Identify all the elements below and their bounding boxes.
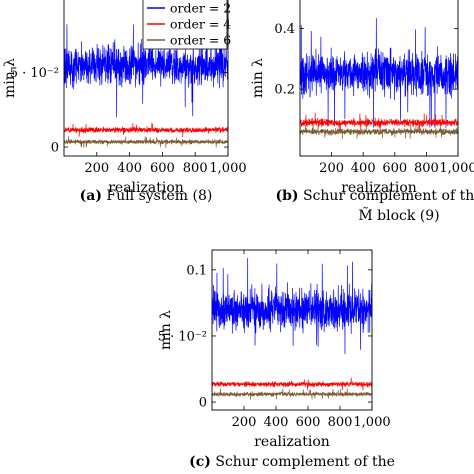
x-tick-label: 200 xyxy=(319,161,344,176)
caption-tag: (a) xyxy=(80,188,102,204)
series-line-order-2 xyxy=(300,18,458,128)
y-tick-label: 0.2 xyxy=(274,83,295,98)
x-axis-label: realization xyxy=(254,434,330,450)
x-tick-label: 800 xyxy=(183,161,208,176)
caption-tag: (c) xyxy=(189,454,211,470)
series-line-order-2 xyxy=(64,19,228,118)
series-line-order-6 xyxy=(212,388,372,400)
y-axis-label: min λ xyxy=(2,58,18,98)
y-tick-label: 5 · 10⁻² xyxy=(158,329,207,344)
x-tick-label: 400 xyxy=(351,161,376,176)
caption-text: Full system (8) xyxy=(102,188,212,204)
chart-panel-a: 200 400 600 800 1,000 0 5 · 10⁻² realization min… xyxy=(2,0,247,204)
caption-text: Schur complement of the xyxy=(211,454,395,470)
y-tick-label: 0 xyxy=(51,141,59,156)
plot-frame xyxy=(63,0,229,157)
legend-label: order = 4 xyxy=(170,17,231,32)
plot-frame xyxy=(299,0,459,157)
x-axis-label: realization xyxy=(108,180,184,196)
caption-line: M̃ block (9) xyxy=(358,206,439,224)
series-line-order-4 xyxy=(300,112,458,133)
x-tick-label: 600 xyxy=(296,415,321,430)
legend-label: order = 6 xyxy=(170,33,231,48)
x-tick-label: 1,000 xyxy=(209,161,246,176)
y-axis-label: min λ xyxy=(250,58,266,98)
caption: (b) Schur complement of the xyxy=(275,188,474,204)
legend-label: order = 2 xyxy=(170,1,231,16)
series-line-order-2 xyxy=(212,257,372,354)
x-tick-label: 400 xyxy=(117,161,142,176)
y-tick-label: 0.1 xyxy=(186,263,207,278)
x-tick-label: 800 xyxy=(328,415,353,430)
chart-panel-b: 200 400 600 800 1,000 0.2 0.4 realization min λ (… xyxy=(250,0,474,224)
x-tick-label: 200 xyxy=(232,415,257,430)
series-line-order-4 xyxy=(212,377,372,391)
plot-frame xyxy=(211,249,373,411)
x-tick-label: 1,000 xyxy=(439,161,474,176)
caption-tag: (b) xyxy=(275,188,298,204)
x-tick-label: 400 xyxy=(264,415,289,430)
caption: (a) Full system (8) xyxy=(80,188,213,204)
y-tick-label: 0.4 xyxy=(274,22,295,37)
caption: (c) Schur complement of the xyxy=(189,454,395,470)
y-axis-label: min λ xyxy=(158,310,174,350)
x-tick-label: 600 xyxy=(382,161,407,176)
y-tick-label: 0 xyxy=(199,396,207,411)
x-tick-label: 1,000 xyxy=(353,415,390,430)
x-tick-label: 200 xyxy=(84,161,109,176)
chart-panel-c: 200 400 600 800 1,000 0 5 · 10⁻² 0.1 realization… xyxy=(158,249,395,470)
x-axis-label: realization xyxy=(341,180,417,196)
caption-text: Schur complement of the xyxy=(299,188,474,204)
series-line-order-4 xyxy=(64,122,228,138)
x-tick-label: 800 xyxy=(414,161,439,176)
series-line-order-6 xyxy=(300,123,458,139)
series-line-order-6 xyxy=(64,136,228,148)
x-tick-label: 600 xyxy=(150,161,175,176)
y-tick-label: 5 · 10⁻² xyxy=(10,66,59,81)
